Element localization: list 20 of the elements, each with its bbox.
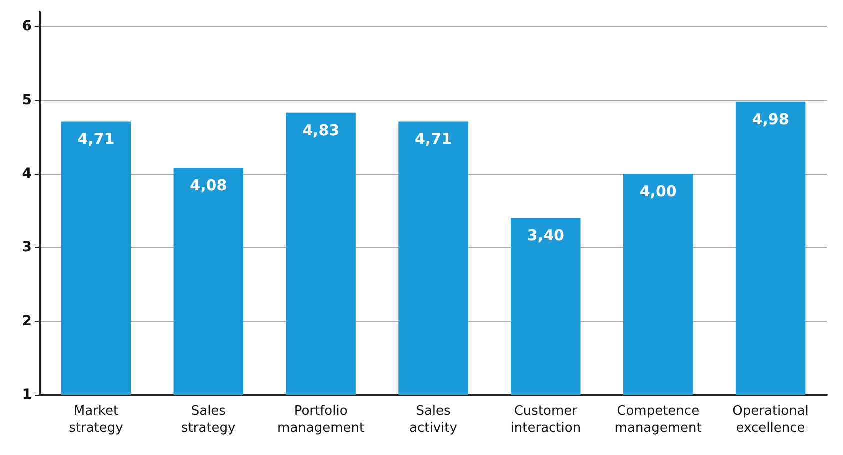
y-tick-label: 6 <box>22 18 32 35</box>
x-tick-label: Sales strategy <box>182 404 236 436</box>
data-label: 4,98 <box>752 110 790 128</box>
y-tick-label: 1 <box>22 387 32 403</box>
data-label: 4,71 <box>414 130 452 148</box>
data-label: 3,40 <box>527 226 564 245</box>
x-tick-label: Market strategy <box>69 404 124 436</box>
data-label: 4,83 <box>302 121 340 140</box>
data-label: 4,71 <box>78 130 115 148</box>
x-tick-label: Operational excellence <box>732 404 809 436</box>
x-tick-label: Sales activity <box>410 404 458 436</box>
x-tick-label: Portfolio management <box>278 404 365 436</box>
data-label: 4,00 <box>640 182 677 201</box>
data-label: 4,08 <box>190 176 228 195</box>
y-tick-label: 2 <box>22 313 32 330</box>
y-tick-label: 4 <box>22 166 32 182</box>
y-tick-label: 3 <box>22 240 32 256</box>
y-tick-label: 5 <box>22 92 32 108</box>
x-tick-label: Customer interaction <box>510 404 582 436</box>
x-tick-label: Competence management <box>614 404 702 436</box>
